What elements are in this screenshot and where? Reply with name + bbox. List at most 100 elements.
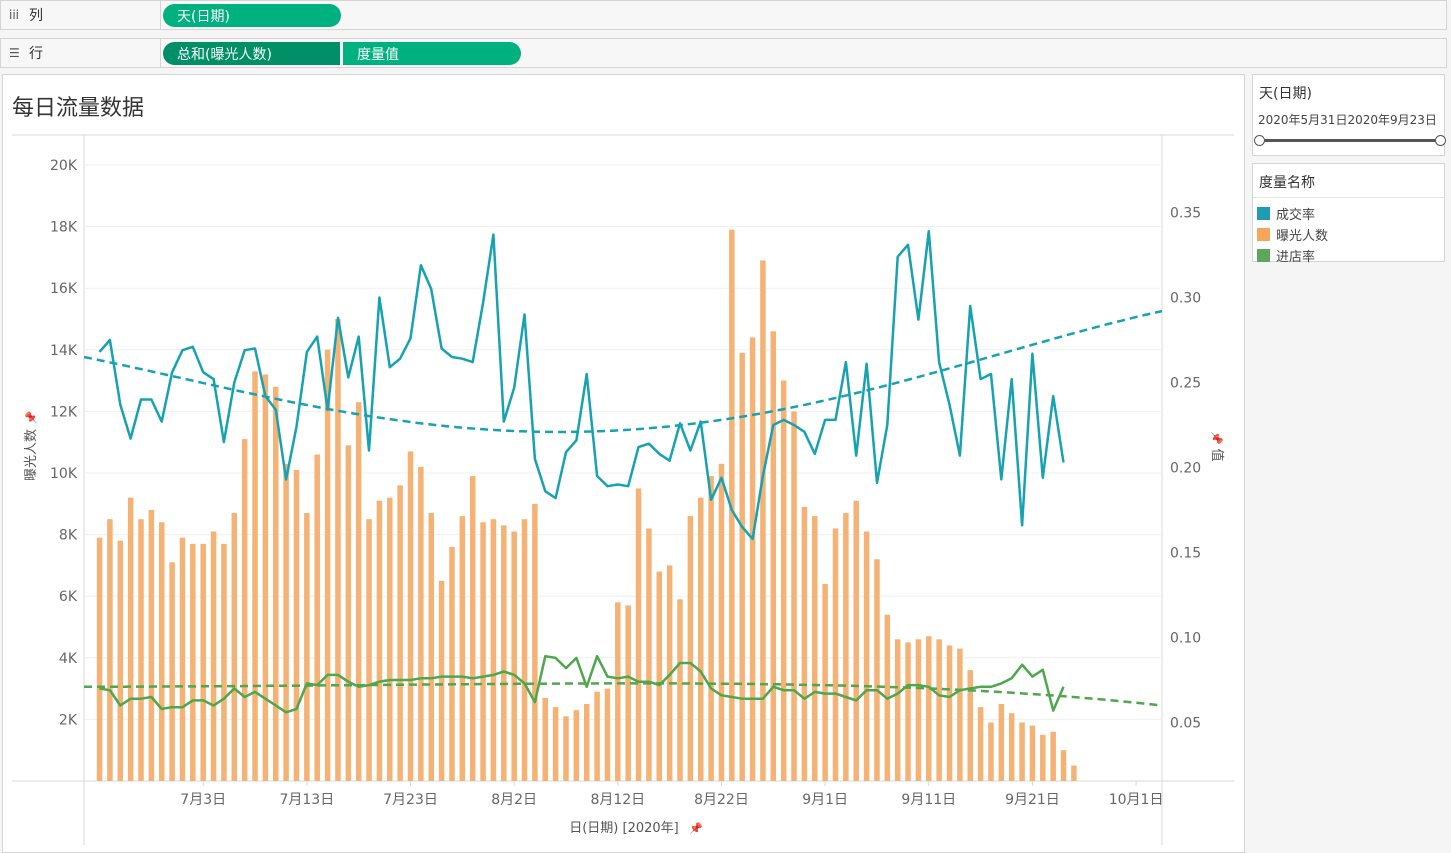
y-axis-label: 曝光人数 [24, 429, 39, 481]
date-filter-card: 天(日期) 2020年5月31日2020年9月23日 [1252, 74, 1446, 156]
exposure-bar [1029, 725, 1036, 781]
legend-swatch [1257, 228, 1270, 241]
x-tick-label: 8月2日 [491, 792, 537, 808]
exposure-bar [615, 602, 621, 781]
exposure-bar [1050, 731, 1056, 781]
exposure-bar [697, 497, 704, 781]
exposure-bar [874, 559, 880, 781]
x-tick-label: 10月1日 [1109, 792, 1164, 808]
exposure-bar [635, 488, 642, 781]
exposure-bar [552, 707, 559, 781]
rows-shelf: ☰ 行 总和(曝光人数) 度量值 [0, 38, 1447, 68]
legend-item-exposure[interactable]: 曝光人数 [1253, 224, 1444, 245]
exposure-bar [179, 537, 186, 781]
exposure-bar [594, 691, 600, 781]
exposure-bar [190, 543, 196, 781]
date-filter-range: 2020年5月31日2020年9月23日 [1258, 113, 1437, 127]
exposure-bar [946, 645, 953, 781]
exposure-bar [252, 371, 258, 781]
columns-shelf: iii 列 天(日期) [0, 0, 1447, 30]
rows-pill-measure-values[interactable]: 度量值 [343, 42, 521, 65]
entry-rate-trend-line [84, 682, 1163, 707]
exposure-bar [1071, 765, 1077, 781]
y-tick-label: 4K [59, 651, 78, 667]
exposure-bar [449, 546, 455, 781]
exposure-bar [438, 580, 445, 781]
exposure-bar [345, 445, 352, 781]
exposure-bar [148, 509, 155, 781]
columns-pill-date[interactable]: 天(日期) [163, 4, 341, 27]
exposure-bar [988, 722, 994, 781]
exposure-bar [231, 513, 238, 781]
y2-axis-pin-icon: 📌 [1210, 431, 1224, 445]
y2-tick-label: 0.05 [1170, 716, 1201, 732]
exposure-bar [905, 642, 911, 781]
exposure-bar [469, 476, 476, 781]
exposure-bar [387, 497, 393, 781]
y-tick-label: 8K [59, 528, 78, 544]
exposure-bar [480, 522, 486, 781]
exposure-bar [407, 451, 414, 781]
rows-icon: ☰ [9, 46, 20, 60]
x-axis-label: 日(日期) [2020年] [569, 821, 679, 836]
legend-title: 度量名称 [1253, 164, 1444, 198]
y-tick-label: 6K [59, 589, 78, 605]
y-axis-pin-icon: 📌 [24, 411, 38, 425]
exposure-bar [117, 540, 124, 781]
exposure-bar [894, 639, 901, 781]
exposure-bar [169, 562, 175, 781]
y-tick-label: 18K [50, 220, 78, 236]
exposure-bar [501, 525, 507, 781]
exposure-bar [1040, 734, 1046, 781]
exposure-bar [1019, 722, 1025, 781]
exposure-bar [853, 500, 859, 781]
exposure-bar [604, 688, 611, 781]
x-tick-label: 9月11日 [901, 792, 956, 808]
rows-pill-exposure[interactable]: 总和(曝光人数) [163, 42, 340, 65]
exposure-bar [542, 697, 549, 781]
slider-left-handle[interactable] [1254, 135, 1265, 146]
rows-label: 行 [29, 46, 43, 62]
exposure-bar [822, 583, 828, 781]
exposure-bar [926, 636, 932, 781]
exposure-bar [241, 439, 248, 781]
exposure-bar [915, 639, 922, 781]
exposure-bar [221, 543, 227, 781]
slider-fill [1259, 139, 1440, 142]
legend-swatch [1257, 207, 1270, 220]
exposure-bar [563, 716, 569, 781]
y2-tick-label: 0.25 [1170, 376, 1201, 392]
exposure-bar [749, 337, 756, 781]
legend-item-deal-rate[interactable]: 成交率 [1253, 203, 1444, 224]
exposure-bar [677, 599, 683, 781]
y-tick-label: 14K [50, 343, 78, 359]
y2-tick-label: 0.35 [1170, 206, 1201, 222]
x-tick-label: 8月22日 [694, 792, 749, 808]
legend-label: 成交率 [1276, 208, 1316, 223]
date-range-slider[interactable] [1254, 132, 1446, 148]
exposure-bar [573, 710, 580, 781]
exposure-bar [646, 528, 652, 781]
slider-right-handle[interactable] [1435, 135, 1446, 146]
x-tick-label: 8月12日 [590, 792, 645, 808]
exposure-bar [739, 352, 745, 781]
y-tick-label: 2K [59, 712, 78, 728]
legend-swatch [1257, 249, 1270, 262]
x-axis-pin-icon: 📌 [689, 821, 703, 835]
legend-card: 度量名称 成交率 曝光人数 进店率 [1252, 163, 1445, 265]
exposure-bar [718, 463, 725, 781]
y2-tick-label: 0.20 [1170, 461, 1201, 477]
exposure-bar [428, 513, 434, 781]
exposure-bar [936, 639, 942, 781]
exposure-bar [812, 516, 818, 781]
exposure-bar [801, 506, 808, 781]
x-tick-label: 9月1日 [802, 792, 848, 808]
exposure-bar [355, 402, 362, 781]
y2-tick-label: 0.10 [1170, 631, 1201, 647]
y-tick-label: 10K [50, 466, 78, 482]
exposure-bar [324, 349, 331, 781]
legend-item-entry-rate[interactable]: 进店率 [1253, 245, 1444, 266]
exposure-bar [314, 454, 320, 781]
exposure-bar [293, 469, 300, 781]
exposure-bar [760, 260, 766, 782]
